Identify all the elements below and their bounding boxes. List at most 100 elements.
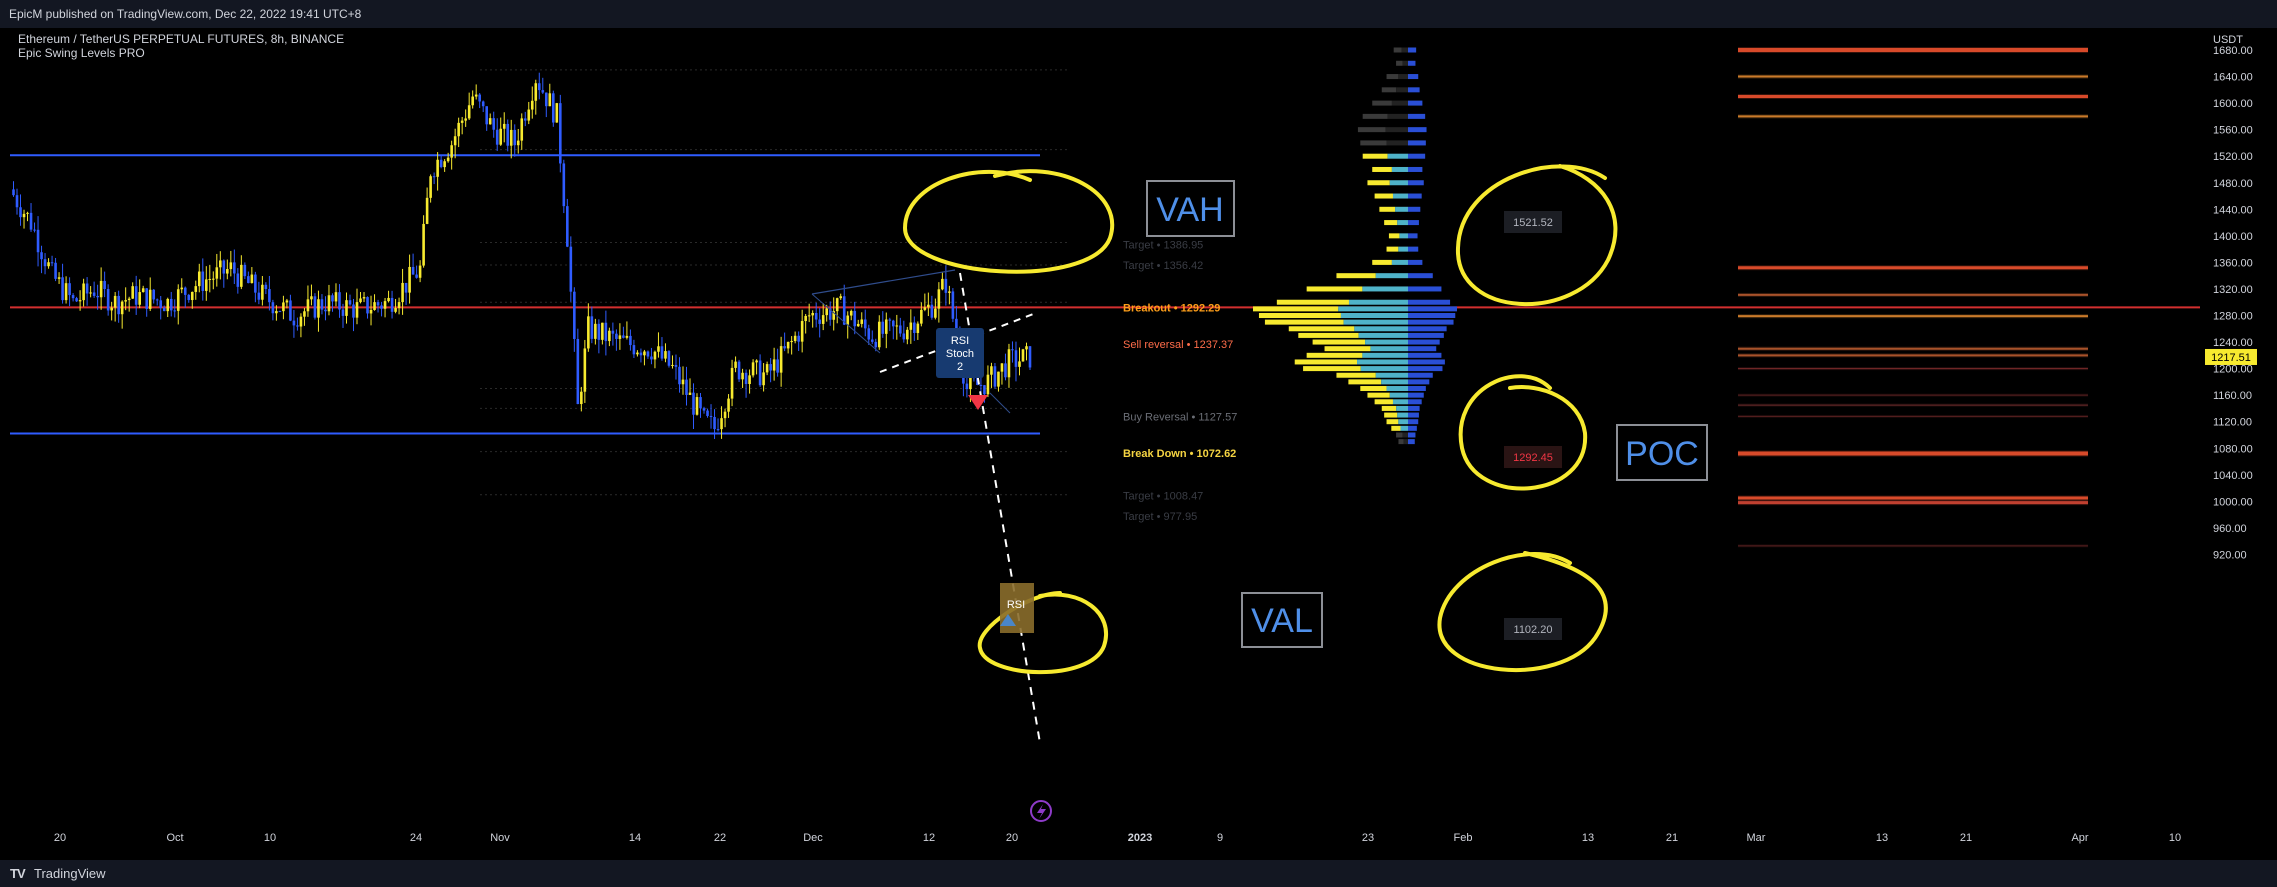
poc-box[interactable]: POC [1616,424,1708,481]
candle-body [338,292,341,310]
rsi-signal[interactable]: RSI [1000,583,1034,633]
candle-body [334,292,338,302]
candle-body [190,291,194,301]
delta-bar [1408,405,1420,411]
candle-body [842,296,846,325]
delta-bar [1408,399,1422,405]
candle-body [215,267,219,279]
volume-bar-buy [1362,286,1408,292]
candle-body [1007,349,1011,378]
volume-bar-buy [1402,60,1408,66]
delta-bar [1408,352,1442,358]
volume-bar-sell [1367,392,1390,398]
volume-bar-buy [1391,166,1408,172]
candle-body [278,311,282,313]
wedge-upper-line[interactable] [811,269,956,295]
candle-body [113,295,117,308]
candle-body [765,364,769,373]
candle-body [769,364,772,371]
chart-area[interactable]: Ethereum / TetherUS PERPETUAL FUTURES, 8… [0,28,2277,860]
candle-body [1018,361,1021,367]
candle-body [650,356,653,360]
volume-bar-buy [1386,386,1408,392]
swing-level-label: Target • 1386.95 [1123,240,1203,252]
candle-body [99,280,103,298]
candle-body [597,323,601,340]
candle-body [127,298,131,301]
candle-body [604,322,608,342]
delta-bar [1408,346,1437,352]
lightning-icon[interactable] [1030,800,1052,822]
candle-body [997,371,1000,387]
volume-bar-sell [1264,319,1344,325]
candle-body [436,159,439,177]
time-tick: 22 [714,832,726,844]
poc-ellipse [1458,374,1588,491]
volume-bar-buy [1387,153,1408,159]
candles [12,72,1032,439]
delta-bar [1408,246,1419,252]
trend-drawings[interactable] [811,269,1041,744]
candle-body [366,297,369,314]
price-tick: 1040.00 [2213,470,2253,482]
rsi-stoch-signal[interactable]: RSI Stoch 2 [936,328,988,410]
delta-bar [1408,439,1415,445]
vah-box[interactable]: VAH [1146,180,1235,237]
candle-body [383,301,387,309]
delta-bar [1408,180,1424,186]
volume-bar-sell [1396,432,1403,438]
volume-bar-buy [1397,412,1408,418]
candle-body [695,397,699,415]
candle-body [187,294,191,301]
price-chart[interactable]: Target • 1386.95 Target • 1356.42 Breakout… [0,28,2277,860]
candle-body [397,302,401,309]
time-tick: Dec [803,832,823,844]
candle-body [555,103,559,123]
published-text: EpicM published on TradingView.com, Dec … [9,7,362,21]
profile-value-tags: 1521.52 1292.45 1102.20 [1504,211,1562,640]
candle-body [96,295,99,298]
price-tick: 1240.00 [2213,337,2253,349]
candle-body [446,157,450,162]
candle-body [250,274,254,284]
candle-body [450,145,453,158]
candle-body [43,259,47,267]
candle-body [611,330,615,334]
candle-body [271,302,275,314]
candle-body [211,278,215,280]
volume-bar-buy [1357,359,1408,365]
time-tick: 20 [54,832,66,844]
delta-bar [1408,313,1456,318]
candle-body [920,309,923,324]
time-tick: Feb [1454,832,1473,844]
volume-bar-buy [1386,140,1408,146]
wedge-dash-bottom[interactable] [811,293,881,354]
hand-circles[interactable] [902,164,1618,675]
tradingview-logo-icon[interactable]: TV [10,866,26,881]
volume-bar-buy [1392,399,1408,405]
candle-body [138,292,141,305]
candle-body [155,299,159,301]
volume-bar-buy [1381,379,1408,385]
time-tick: 10 [2169,832,2181,844]
brand-text[interactable]: TradingView [34,866,106,881]
candle-body [373,302,376,310]
val-box[interactable]: VAL [1241,592,1323,648]
volume-bar-sell [1372,259,1392,265]
footer-bar: TV TradingView [0,860,2277,887]
candle-body [352,304,355,318]
volume-bar-buy [1375,273,1408,279]
candle-body [82,283,85,301]
candle-body [986,374,990,395]
price-unit-label: USDT [2213,34,2243,46]
candle-body [117,295,120,315]
candle-body [527,109,531,121]
candle-body [443,161,446,168]
time-tick: Mar [1747,832,1766,844]
price-tick: 920.00 [2213,549,2247,561]
volume-bar-sell [1294,359,1358,365]
candle-body [559,103,562,164]
time-axis[interactable]: 20 Oct 10 24 Nov 14 22 Dec 12 20 2023 9 23 Feb 13 21 Mar… [54,832,2181,844]
candle-body [870,339,874,342]
